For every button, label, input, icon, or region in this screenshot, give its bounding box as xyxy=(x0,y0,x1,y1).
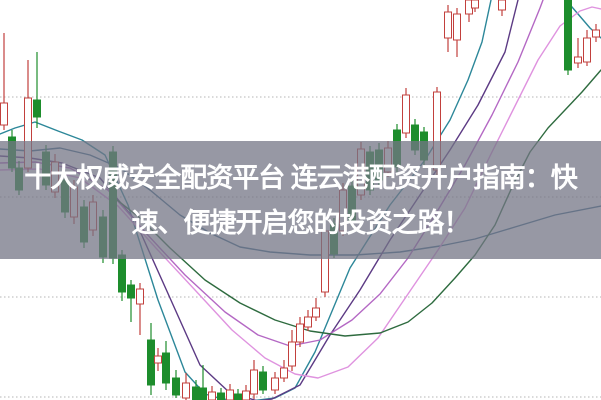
candle-up xyxy=(592,24,600,42)
candle-down xyxy=(217,388,225,400)
candle-up xyxy=(574,38,582,68)
candle-down xyxy=(259,366,267,394)
candle-down xyxy=(147,323,155,395)
candle-up xyxy=(312,298,320,321)
candle-down xyxy=(199,365,207,400)
candle-up xyxy=(136,283,144,335)
candle-up xyxy=(250,360,258,399)
candle-up xyxy=(154,348,162,371)
candle-down xyxy=(234,389,242,400)
candle-up xyxy=(444,5,452,52)
candle-up xyxy=(288,330,296,371)
candle-up xyxy=(242,385,250,400)
candle-up xyxy=(402,88,410,138)
candle-up xyxy=(271,372,279,394)
candle-down xyxy=(564,0,572,75)
candle-up xyxy=(0,33,8,130)
candle-up xyxy=(296,317,304,347)
headline-overlay: 十大权威安全配资平台 连云港配资开户指南：快 速、便捷开启您的投资之路！ xyxy=(0,141,601,259)
candle-down xyxy=(192,380,200,400)
ma-line-darkgreen xyxy=(111,69,601,337)
candle-up xyxy=(304,310,312,331)
candle-down xyxy=(127,280,135,322)
candle-up xyxy=(498,0,506,16)
headline-line1: 十大权威安全配资平台 连云港配资开户指南：快 xyxy=(24,162,578,193)
candle-up xyxy=(583,30,591,66)
headline-line2: 速、便捷开启您的投资之路！ xyxy=(131,207,471,238)
candle-up xyxy=(226,384,234,400)
candle-down xyxy=(172,370,180,398)
candle-down xyxy=(33,52,41,128)
candle-up xyxy=(453,8,461,57)
candle-up xyxy=(182,373,190,400)
candle-up xyxy=(208,386,216,400)
candle-down xyxy=(162,341,170,390)
candle-up xyxy=(280,360,288,382)
candle-up xyxy=(471,0,479,12)
